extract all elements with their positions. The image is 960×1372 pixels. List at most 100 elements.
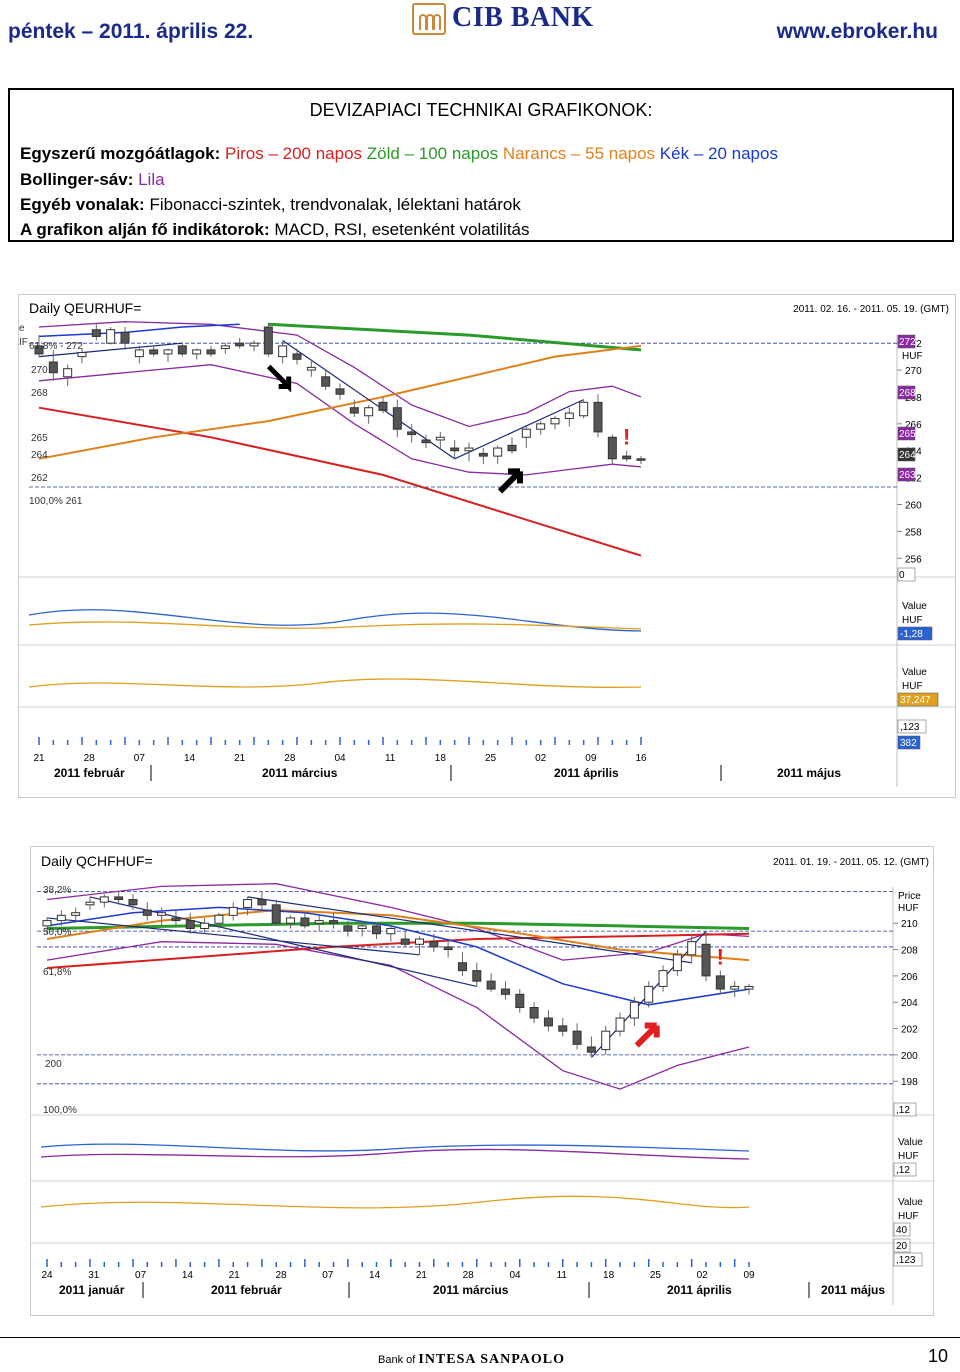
candle [536, 423, 546, 430]
indicator-value: -1,28 [900, 629, 923, 640]
candle [343, 925, 353, 932]
trend-line [247, 896, 692, 964]
indicator-line [28, 678, 642, 688]
candle [42, 920, 52, 927]
indicator-value: ,12 [896, 1165, 910, 1176]
y-tick-label: 200 [901, 1051, 918, 1062]
chfhuf-plot: !210208206204202200198PriceHUF38,2%50,0%… [31, 883, 933, 1305]
sma100-line [46, 921, 750, 930]
candle [493, 447, 503, 457]
level-label: 61,8% - 272 [29, 341, 83, 352]
level-label: e [19, 323, 25, 334]
candle [429, 941, 439, 948]
x-tick-label: 28 [84, 753, 96, 764]
candle [364, 407, 374, 417]
candle [134, 349, 144, 358]
x-tick-label: 07 [135, 1270, 147, 1281]
candle [220, 345, 230, 350]
x-tick-label: 18 [603, 1270, 615, 1281]
x-tick-label: 31 [88, 1270, 100, 1281]
indicator-badge [897, 626, 933, 641]
candle [407, 431, 417, 436]
candle [644, 985, 654, 1003]
level-label: 61,8% [43, 967, 71, 978]
level-label: 50,0% [43, 927, 71, 938]
level-label: 265 [31, 433, 48, 444]
candle [114, 896, 124, 901]
candle [515, 993, 525, 1008]
candle [701, 943, 711, 977]
sma200-text: Piros – 200 napos [225, 144, 363, 163]
level-label: 100,0% 261 [29, 496, 83, 507]
y-tick-label: 198 [901, 1077, 918, 1088]
x-tick-label: 02 [697, 1270, 709, 1281]
indicator-line [40, 1143, 750, 1152]
price-badge [897, 467, 916, 482]
level-label: 270 [31, 365, 48, 376]
candle [271, 904, 281, 924]
price-badge-text: 265 [899, 429, 916, 440]
candle [435, 436, 445, 441]
level-label: 264 [31, 450, 48, 461]
candle [249, 342, 259, 347]
legend-box: DEVIZAPIACI TECHNIKAI GRAFIKONOK: Egysze… [8, 88, 954, 242]
candle [99, 896, 109, 903]
x-tick-label: 02 [535, 753, 547, 764]
sma200-line [38, 406, 642, 557]
level-label: 38,2% [43, 885, 71, 896]
x-tick-label: 04 [334, 753, 346, 764]
eurhuf-chart: Daily QEURHUF= 2011. 02. 16. - 2011. 05.… [18, 294, 956, 798]
candle [386, 927, 396, 935]
month-label: 2011 május [777, 766, 841, 780]
level-label: 200 [45, 1059, 62, 1070]
month-label: 2011 március [433, 1283, 509, 1297]
x-tick-label: 28 [284, 753, 296, 764]
y-tick-label: 204 [901, 998, 918, 1009]
candle [56, 914, 66, 922]
indicator-badge [897, 719, 927, 734]
level-label: 268 [31, 388, 48, 399]
y-axis-header: Price [898, 891, 921, 902]
x-tick-label: 25 [650, 1270, 662, 1281]
legend-bollinger-row: Bollinger-sáv: Lila [20, 170, 165, 190]
level-label: IF [19, 337, 28, 348]
candle [500, 988, 510, 995]
y-tick-label: 260 [905, 501, 922, 512]
price-badge-text: 264 [899, 450, 916, 461]
indicator-header: Value [902, 601, 927, 612]
website-link[interactable]: www.ebroker.hu [776, 20, 938, 43]
y-tick-label: 258 [905, 527, 922, 538]
candle [564, 412, 574, 419]
legend-other-row: Egyéb vonalak: Fibonacci-szintek, trendv… [20, 195, 521, 215]
candle [507, 444, 517, 452]
price-badge [897, 385, 916, 400]
candle [243, 899, 253, 908]
candle [157, 912, 167, 916]
y-tick-label: 208 [901, 946, 918, 957]
trend-line [454, 399, 584, 460]
indicator-label: A grafikon alján fő indikátorok: [20, 220, 270, 239]
candle [450, 447, 460, 452]
y-tick-label: 202 [901, 1025, 918, 1036]
candle [63, 368, 73, 378]
candle [314, 920, 324, 924]
candle [357, 925, 367, 929]
candle [529, 1006, 539, 1019]
footer-brand: Bank of INTESA SANPAOLO [378, 1352, 565, 1368]
sma-label: Egyszerű mozgóátlagok: [20, 144, 221, 163]
candle [372, 925, 382, 935]
candle [629, 1001, 639, 1019]
x-tick-label: 28 [463, 1270, 475, 1281]
candle [106, 329, 116, 344]
candle [636, 458, 646, 461]
candle [300, 917, 310, 927]
warning-exclamation-icon: ! [717, 945, 724, 970]
bollinger-upper-line [46, 883, 750, 961]
trend-line [89, 896, 477, 988]
x-tick-label: 21 [234, 753, 246, 764]
indicator-unit: HUF [902, 681, 923, 692]
candle [228, 906, 238, 916]
month-label: 2011 március [262, 766, 338, 780]
candle [658, 970, 668, 987]
y-axis-unit: HUF [902, 351, 923, 362]
